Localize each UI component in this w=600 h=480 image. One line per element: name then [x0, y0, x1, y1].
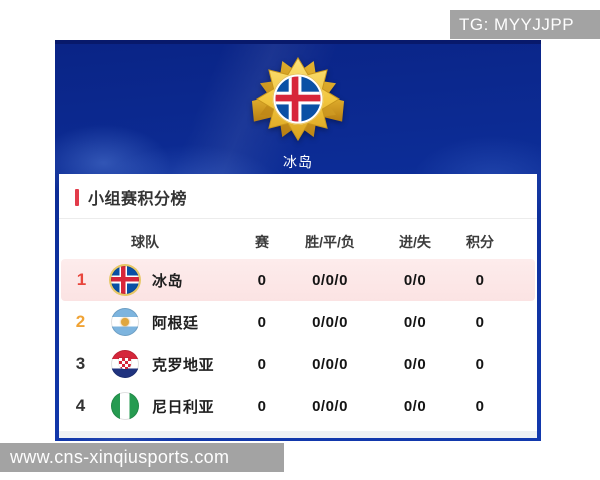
col-played: 赛 — [255, 234, 269, 250]
section-accent-bar — [75, 188, 79, 206]
col-points: 积分 — [466, 234, 494, 250]
wdl-cell: 0/0/0 — [312, 355, 348, 373]
played-cell: 0 — [257, 271, 267, 289]
table-row[interactable]: 4 尼日利亚 0 0/0/0 0/0 0 — [59, 385, 537, 427]
table-row[interactable]: 2 阿根廷 0 0/0/0 0/0 0 — [59, 301, 537, 343]
standings-panel: 小组赛积分榜 球队 赛 胜/平/负 进/失 积分 1 冰岛 0 0/0/0 0/… — [59, 174, 537, 438]
team-flag-icon — [111, 350, 139, 378]
team-cell: 克罗地亚 — [102, 350, 238, 378]
watermark-site-text: www.cns-xinqiusports.com — [10, 447, 230, 467]
points-cell: 0 — [475, 271, 485, 289]
points-cell: 0 — [475, 313, 485, 331]
wdl-cell: 0/0/0 — [312, 313, 348, 331]
iceland-badge-icon — [251, 56, 345, 142]
table-row[interactable]: 1 冰岛 0 0/0/0 0/0 0 — [61, 259, 535, 301]
team-cell: 阿根廷 — [102, 308, 238, 336]
team-cell: 冰岛 — [102, 266, 238, 294]
played-cell: 0 — [257, 397, 267, 415]
table-row[interactable]: 3 克罗地亚 0 0/0/0 0/0 0 — [59, 343, 537, 385]
watermark-telegram: TG: MYYJJPP — [450, 10, 600, 39]
rank-cell: 1 — [76, 270, 87, 289]
team-name: 阿根廷 — [152, 314, 199, 332]
col-goals: 进/失 — [399, 234, 431, 250]
table-header-row: 球队 赛 胜/平/负 进/失 积分 — [59, 227, 537, 257]
goals-cell: 0/0 — [403, 355, 427, 373]
watermark-site: www.cns-xinqiusports.com — [0, 443, 284, 472]
wdl-cell: 0/0/0 — [312, 397, 348, 415]
section-title: 小组赛积分榜 — [88, 191, 188, 208]
rank-cell: 4 — [75, 396, 86, 415]
rank-cell: 2 — [75, 312, 86, 331]
wdl-cell: 0/0/0 — [312, 271, 348, 289]
team-badge-header: 冰岛 — [55, 52, 541, 172]
team-flag-icon — [111, 392, 139, 420]
header-team-name: 冰岛 — [283, 154, 313, 170]
col-wdl: 胜/平/负 — [305, 234, 355, 250]
team-name: 克罗地亚 — [152, 356, 215, 374]
standings-card: 冰岛 小组赛积分榜 球队 赛 胜/平/负 进/失 积分 1 冰岛 0 0/0/0 — [55, 40, 541, 441]
played-cell: 0 — [257, 313, 267, 331]
table-body: 1 冰岛 0 0/0/0 0/0 0 2 阿根廷 0 0/0/0 0/0 0 3… — [59, 259, 537, 427]
points-cell: 0 — [475, 397, 485, 415]
team-name: 尼日利亚 — [152, 398, 215, 416]
watermark-telegram-text: TG: MYYJJPP — [459, 14, 575, 34]
rank-cell: 3 — [75, 354, 86, 373]
section-header: 小组赛积分榜 — [59, 174, 537, 219]
team-cell: 尼日利亚 — [102, 392, 238, 420]
points-cell: 0 — [475, 355, 485, 373]
goals-cell: 0/0 — [403, 271, 427, 289]
goals-cell: 0/0 — [403, 313, 427, 331]
team-flag-icon — [111, 266, 139, 294]
team-flag-icon — [111, 308, 139, 336]
col-team: 球队 — [131, 234, 159, 250]
panel-footer-strip — [59, 431, 537, 438]
goals-cell: 0/0 — [403, 397, 427, 415]
team-name: 冰岛 — [152, 272, 184, 290]
played-cell: 0 — [257, 355, 267, 373]
